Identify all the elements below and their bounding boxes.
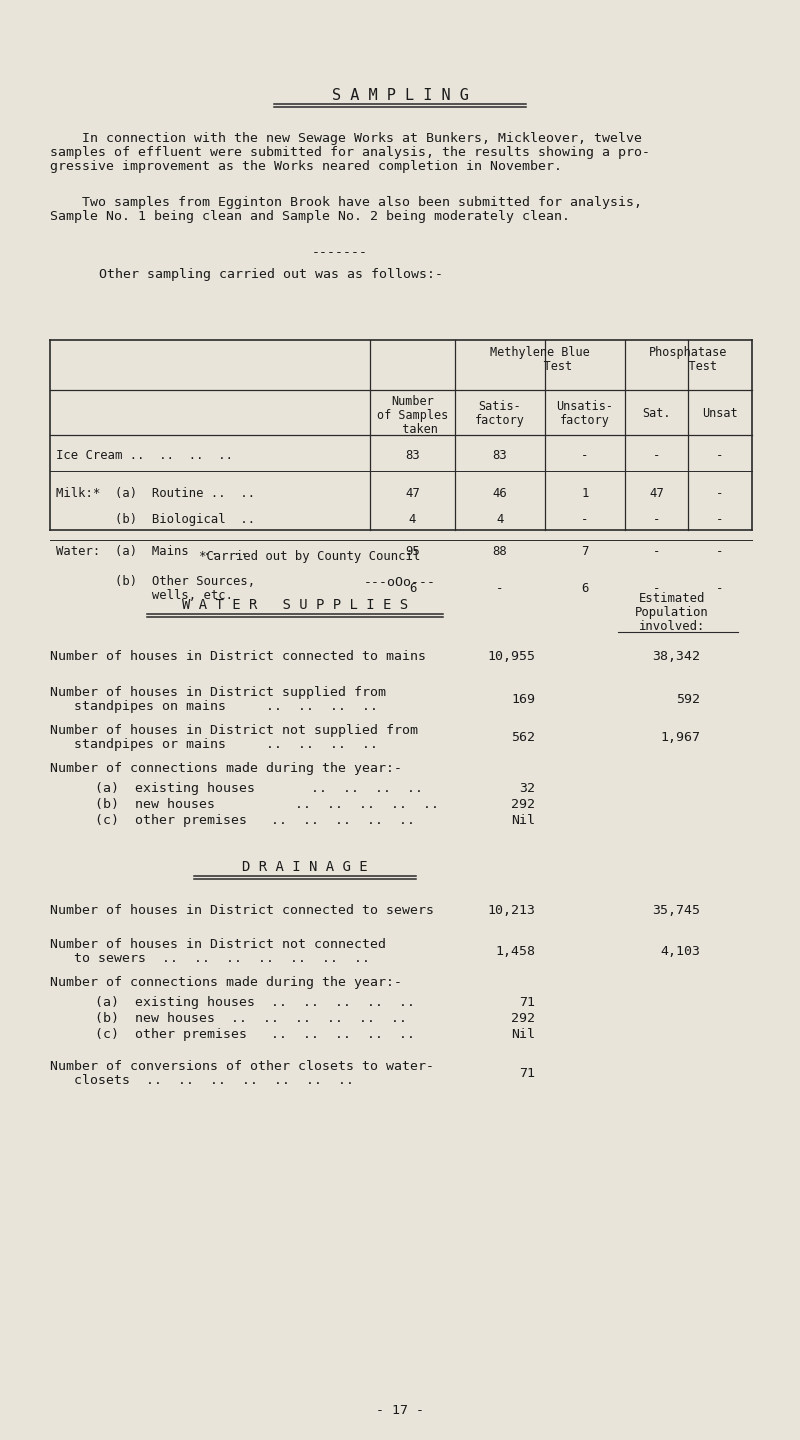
- Text: factory: factory: [475, 415, 525, 428]
- Text: Number of connections made during the year:-: Number of connections made during the ye…: [50, 762, 402, 775]
- Text: Unsatis-: Unsatis-: [557, 400, 614, 413]
- Text: (b)  Biological  ..: (b) Biological ..: [56, 513, 255, 526]
- Text: ---oOo---: ---oOo---: [364, 576, 436, 589]
- Text: In connection with the new Sewage Works at Bunkers, Mickleover, twelve: In connection with the new Sewage Works …: [50, 132, 642, 145]
- Text: 83: 83: [405, 449, 420, 462]
- Text: 4,103: 4,103: [660, 945, 700, 958]
- Text: 95: 95: [405, 544, 420, 557]
- Text: Unsat: Unsat: [702, 408, 738, 420]
- Text: (c)  other premises   ..  ..  ..  ..  ..: (c) other premises .. .. .. .. ..: [95, 814, 415, 827]
- Text: Number of conversions of other closets to water-: Number of conversions of other closets t…: [50, 1060, 434, 1073]
- Text: 88: 88: [493, 544, 507, 557]
- Text: Number of houses in District connected to sewers: Number of houses in District connected t…: [50, 904, 434, 917]
- Text: 10,213: 10,213: [487, 904, 535, 917]
- Text: Population: Population: [635, 606, 709, 619]
- Text: -: -: [716, 544, 724, 557]
- Text: S A M P L I N G: S A M P L I N G: [331, 88, 469, 104]
- Text: Phosphatase: Phosphatase: [650, 346, 728, 359]
- Text: factory: factory: [560, 415, 610, 428]
- Text: -: -: [653, 449, 660, 462]
- Text: gressive improvement as the Works neared completion in November.: gressive improvement as the Works neared…: [50, 160, 562, 173]
- Text: W A T E R   S U P P L I E S: W A T E R S U P P L I E S: [182, 598, 408, 612]
- Text: Test: Test: [660, 360, 717, 373]
- Text: (a)  existing houses       ..  ..  ..  ..: (a) existing houses .. .. .. ..: [95, 782, 423, 795]
- Text: Other sampling carried out was as follows:-: Other sampling carried out was as follow…: [67, 268, 443, 281]
- Text: samples of effluent were submitted for analysis, the results showing a pro-: samples of effluent were submitted for a…: [50, 145, 650, 158]
- Text: 35,745: 35,745: [652, 904, 700, 917]
- Text: 47: 47: [649, 487, 664, 500]
- Text: Test: Test: [508, 360, 572, 373]
- Text: of Samples: of Samples: [377, 409, 448, 422]
- Text: 562: 562: [511, 732, 535, 744]
- Text: standpipes or mains     ..  ..  ..  ..: standpipes or mains .. .. .. ..: [50, 737, 378, 752]
- Text: Two samples from Egginton Brook have also been submitted for analysis,: Two samples from Egginton Brook have als…: [50, 196, 642, 209]
- Text: Number of connections made during the year:-: Number of connections made during the ye…: [50, 976, 402, 989]
- Text: -: -: [496, 582, 504, 595]
- Text: 10,955: 10,955: [487, 649, 535, 662]
- Text: 71: 71: [519, 1067, 535, 1080]
- Text: 38,342: 38,342: [652, 649, 700, 662]
- Text: (a)  existing houses  ..  ..  ..  ..  ..: (a) existing houses .. .. .. .. ..: [95, 996, 415, 1009]
- Text: Sample No. 1 being clean and Sample No. 2 being moderately clean.: Sample No. 1 being clean and Sample No. …: [50, 210, 570, 223]
- Text: 1,458: 1,458: [495, 945, 535, 958]
- Text: 71: 71: [519, 996, 535, 1009]
- Text: 6: 6: [409, 582, 416, 595]
- Text: 83: 83: [493, 449, 507, 462]
- Text: -: -: [582, 449, 589, 462]
- Text: Satis-: Satis-: [478, 400, 522, 413]
- Text: -: -: [653, 513, 660, 526]
- Text: Milk:*  (a)  Routine ..  ..: Milk:* (a) Routine .. ..: [56, 487, 255, 500]
- Text: (b)  new houses  ..  ..  ..  ..  ..  ..: (b) new houses .. .. .. .. .. ..: [95, 1012, 407, 1025]
- Text: standpipes on mains     ..  ..  ..  ..: standpipes on mains .. .. .. ..: [50, 700, 378, 713]
- Text: Number of houses in District connected to mains: Number of houses in District connected t…: [50, 649, 426, 662]
- Text: 47: 47: [405, 487, 420, 500]
- Text: *Carried out by County Council: *Carried out by County Council: [199, 550, 421, 563]
- Text: Methylene Blue: Methylene Blue: [490, 346, 590, 359]
- Text: -------: -------: [312, 246, 368, 259]
- Text: to sewers  ..  ..  ..  ..  ..  ..  ..: to sewers .. .. .. .. .. .. ..: [50, 952, 370, 965]
- Text: Nil: Nil: [511, 814, 535, 827]
- Text: 592: 592: [676, 693, 700, 706]
- Text: 46: 46: [493, 487, 507, 500]
- Text: Number of houses in District not supplied from: Number of houses in District not supplie…: [50, 724, 418, 737]
- Text: involved:: involved:: [639, 621, 705, 634]
- Text: 292: 292: [511, 1012, 535, 1025]
- Text: 6: 6: [582, 582, 589, 595]
- Text: (b)  Other Sources,: (b) Other Sources,: [56, 575, 255, 588]
- Text: (b)  new houses          ..  ..  ..  ..  ..: (b) new houses .. .. .. .. ..: [95, 798, 439, 811]
- Text: 4: 4: [409, 513, 416, 526]
- Text: 1,967: 1,967: [660, 732, 700, 744]
- Text: -: -: [653, 544, 660, 557]
- Text: -: -: [582, 513, 589, 526]
- Text: 292: 292: [511, 798, 535, 811]
- Text: wells, etc.: wells, etc.: [56, 589, 233, 602]
- Text: D R A I N A G E: D R A I N A G E: [242, 860, 368, 874]
- Text: (c)  other premises   ..  ..  ..  ..  ..: (c) other premises .. .. .. .. ..: [95, 1028, 415, 1041]
- Text: 32: 32: [519, 782, 535, 795]
- Text: - 17 -: - 17 -: [376, 1404, 424, 1417]
- Text: -: -: [716, 513, 724, 526]
- Text: 7: 7: [582, 544, 589, 557]
- Text: Number of houses in District supplied from: Number of houses in District supplied fr…: [50, 685, 386, 698]
- Text: Nil: Nil: [511, 1028, 535, 1041]
- Text: Number: Number: [391, 395, 434, 408]
- Text: closets  ..  ..  ..  ..  ..  ..  ..: closets .. .. .. .. .. .. ..: [50, 1074, 354, 1087]
- Text: Estimated: Estimated: [639, 592, 705, 605]
- Text: -: -: [716, 449, 724, 462]
- Text: -: -: [716, 582, 724, 595]
- Text: 169: 169: [511, 693, 535, 706]
- Text: Water:  (a)  Mains  ..  ..: Water: (a) Mains .. ..: [56, 544, 248, 557]
- Text: Number of houses in District not connected: Number of houses in District not connect…: [50, 937, 386, 950]
- Text: 4: 4: [496, 513, 504, 526]
- Text: Ice Cream ..  ..  ..  ..: Ice Cream .. .. .. ..: [56, 449, 233, 462]
- Text: taken: taken: [387, 423, 438, 436]
- Text: -: -: [653, 582, 660, 595]
- Text: -: -: [716, 487, 724, 500]
- Text: Sat.: Sat.: [642, 408, 670, 420]
- Text: 1: 1: [582, 487, 589, 500]
